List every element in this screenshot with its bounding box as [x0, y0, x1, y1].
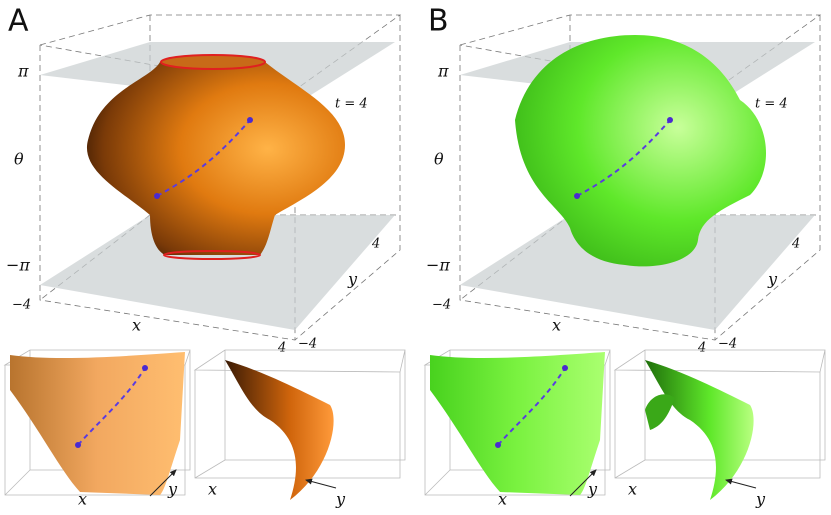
y-label: y [755, 490, 766, 509]
trajectory-point [247, 117, 253, 123]
y-tick: 4 [371, 237, 380, 252]
x-label: x [552, 316, 561, 335]
y-label: y [167, 480, 178, 499]
panel-label: B [428, 4, 449, 39]
t-label: t = 4 [755, 97, 788, 112]
boundary-ring [160, 54, 266, 70]
trajectory-point [562, 365, 568, 371]
panel-label: A [8, 4, 29, 39]
y-arrow [569, 469, 597, 497]
trajectory [497, 367, 566, 446]
y-label: y [335, 490, 346, 509]
inset-surface [225, 360, 334, 500]
theta-plane [40, 215, 395, 330]
x-label: x [78, 490, 87, 509]
trajectory-point [667, 117, 673, 123]
panel: Aπ θ −π t = 4 −4 4 x 4 −4 y x y x y [3, 4, 406, 509]
y-label: y [587, 480, 598, 499]
trajectory-point [75, 442, 81, 448]
trajectory-point [142, 365, 148, 371]
theta-tick: π [17, 62, 29, 81]
t-label: t = 4 [335, 97, 368, 112]
theta-label: θ [14, 150, 24, 169]
trajectory [77, 367, 146, 446]
y-tick: −4 [298, 337, 317, 352]
surface [515, 35, 767, 267]
x-tick: 4 [277, 341, 286, 356]
theta-tick: −π [426, 256, 450, 275]
y-arrow [149, 469, 177, 497]
x-label: x [208, 480, 217, 499]
x-tick: −4 [12, 298, 31, 313]
trajectory-point [574, 193, 580, 199]
y-arrow [725, 478, 757, 489]
surface [86, 62, 345, 255]
y-arrow [305, 478, 337, 489]
x-label: x [498, 490, 507, 509]
y-tick: 4 [791, 237, 800, 252]
boundary-ring [163, 250, 261, 260]
inset-surface [645, 360, 754, 500]
inset-box [423, 349, 611, 496]
trajectory [156, 119, 251, 197]
trajectory-point [154, 193, 160, 199]
panel: Bπ θ −π t = 4 −4 4 x 4 −4 y x y x y [423, 4, 826, 509]
y-label: y [347, 270, 358, 289]
x-tick: −4 [432, 298, 451, 313]
inset-surface [645, 394, 675, 430]
inset-box [3, 349, 191, 496]
x-label: x [132, 316, 141, 335]
theta-plane [460, 215, 815, 330]
y-label: y [767, 270, 778, 289]
trajectory [576, 119, 671, 197]
x-label: x [628, 480, 637, 499]
theta-tick: π [437, 62, 449, 81]
theta-tick: −π [6, 256, 30, 275]
y-tick: −4 [718, 337, 737, 352]
trajectory-point [495, 442, 501, 448]
theta-label: θ [434, 150, 444, 169]
x-tick: 4 [697, 341, 706, 356]
